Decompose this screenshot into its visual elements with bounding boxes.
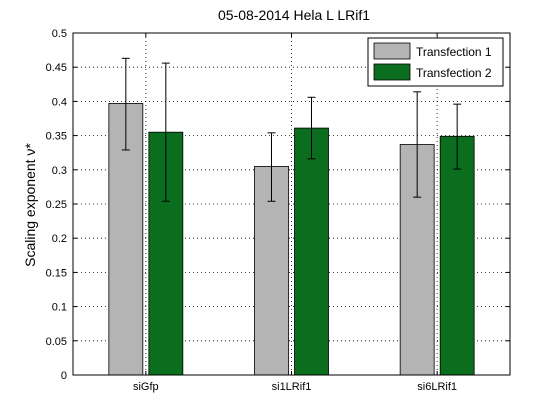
bar [439, 135, 475, 376]
y-tick-label: 0.45 [46, 62, 67, 74]
y-tick-label: 0.35 [46, 131, 67, 143]
y-tick-label: 0.5 [52, 28, 67, 40]
bar [148, 131, 184, 376]
chart-title: 05-08-2014 Hela L LRif1 [218, 7, 370, 23]
y-tick-label: 0.1 [52, 302, 67, 314]
legend-swatch [373, 63, 411, 81]
x-tick-label: siGfp [133, 381, 159, 393]
legend-swatch [373, 42, 411, 60]
grid-lines [73, 33, 510, 375]
y-tick-label: 0.4 [52, 96, 67, 108]
x-tick-label: si6LRif1 [417, 381, 457, 393]
y-axis-label: Scaling exponent ν* [22, 143, 38, 267]
legend-label: Transfection 2 [416, 66, 492, 80]
legend: Transfection 1 Transfection 2 [367, 37, 504, 87]
x-tick-label: si1LRif1 [272, 381, 312, 393]
error-bars [121, 57, 462, 202]
y-tick-label: 0.25 [46, 199, 67, 211]
y-tick-label: 0.3 [52, 165, 67, 177]
y-tick-label: 0.15 [46, 267, 67, 279]
y-tick-label: 0.05 [46, 336, 67, 348]
y-tick-label: 0 [61, 370, 67, 382]
y-tick-label: 0.2 [52, 233, 67, 245]
bar [294, 127, 329, 376]
axis-ticks: 0 0.05 0.1 0.15 0.2 0.25 0.3 0.35 0.4 0.45 0.5 siGf… [46, 28, 510, 393]
bars [108, 103, 475, 376]
legend-label: Transfection 1 [416, 45, 492, 59]
